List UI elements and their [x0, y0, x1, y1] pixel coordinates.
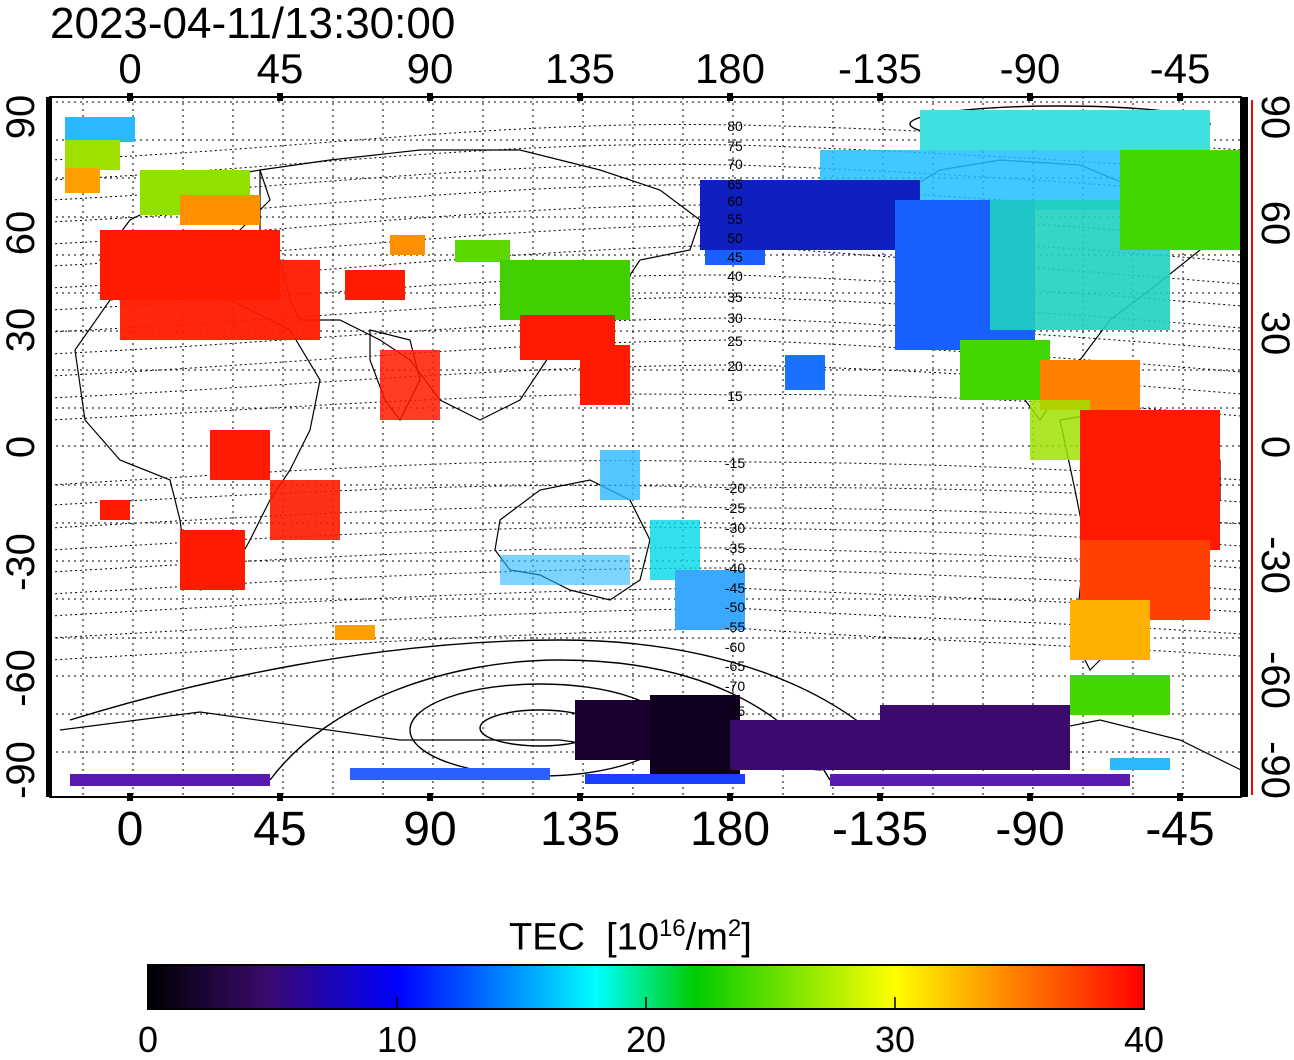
colorbar-title-main: TEC — [509, 916, 585, 959]
contour-label: 20 — [727, 358, 743, 374]
contour-label: -20 — [725, 480, 745, 496]
contour-label: -50 — [725, 599, 745, 615]
lat-labels-right: 90 60 30 0 -30 -60 -90 — [1253, 95, 1294, 799]
axis-tick-marks — [127, 93, 1183, 801]
lon-label-bottom: 45 — [253, 803, 306, 856]
colorbar-tick-label: 0 — [137, 1019, 159, 1060]
contour-label: -70 — [725, 678, 745, 694]
colorbar-units-post: ] — [741, 916, 752, 959]
lat-label-right: -60 — [1253, 651, 1294, 709]
contour-label: -55 — [725, 619, 745, 635]
contour-label: 35 — [727, 289, 743, 305]
left-lat-bar — [46, 97, 52, 797]
lat-label-right: 60 — [1253, 201, 1294, 246]
contour-label: 50 — [727, 230, 743, 246]
lat-label-left: 90 — [0, 95, 43, 140]
colorbar-units-pre: [10 — [606, 916, 659, 959]
lon-label-bottom: 90 — [403, 803, 456, 856]
lat-label-left: 0 — [0, 436, 43, 458]
lon-label-top: 180 — [695, 45, 765, 92]
lat-label-left: -30 — [0, 533, 43, 591]
colorbar-units-exp: 16 — [658, 915, 686, 942]
lon-label-top: -135 — [838, 45, 922, 92]
colorbar-tick-label: 10 — [376, 1019, 418, 1060]
contour-label: 55 — [727, 211, 743, 227]
contour-label: 15 — [727, 388, 743, 404]
lon-label-top: -90 — [1000, 45, 1061, 92]
colorbar-tick-marks — [396, 997, 896, 1009]
lat-labels-left: 90 60 30 0 -30 -60 -90 — [0, 95, 43, 799]
colorbar-units-exp2: 2 — [727, 915, 742, 942]
lat-label-left: -60 — [0, 649, 43, 707]
lon-label-top: 0 — [118, 45, 141, 92]
colorbar-scale — [147, 964, 1145, 1010]
contour-label: 75 — [727, 138, 743, 154]
lon-labels-bottom: 0 45 90 135 180 -135 -90 -45 — [117, 803, 1215, 856]
colorbar-tick-label: 20 — [625, 1019, 667, 1060]
lon-label-bottom: -45 — [1145, 803, 1214, 856]
lon-label-bottom: 180 — [690, 803, 770, 856]
lat-label-right: 0 — [1253, 436, 1294, 458]
lon-label-top: 135 — [545, 45, 615, 92]
lat-label-right: -30 — [1253, 536, 1294, 594]
lon-label-bottom: -135 — [832, 803, 928, 856]
contour-label: 45 — [727, 249, 743, 265]
lon-label-top: 90 — [407, 45, 454, 92]
colorbar-units-mid: /m — [685, 916, 728, 959]
contour-label: -40 — [725, 560, 745, 576]
lon-label-top: 45 — [257, 45, 304, 92]
contour-label: 40 — [727, 268, 743, 284]
contour-label: 30 — [727, 310, 743, 326]
contour-label: 80 — [727, 118, 743, 134]
lon-label-bottom: 135 — [540, 803, 620, 856]
lat-label-right: 30 — [1253, 311, 1294, 356]
colorbar-tick-label: 30 — [874, 1019, 916, 1060]
contour-labels: 80 75 70 65 60 55 50 45 40 35 30 25 20 1… — [725, 118, 745, 719]
contour-label: 60 — [727, 193, 743, 209]
contour-label: -25 — [725, 500, 745, 516]
contour-label: -30 — [725, 520, 745, 536]
contour-label: 65 — [727, 176, 743, 192]
lon-label-bottom: -90 — [995, 803, 1064, 856]
contour-label: 70 — [727, 156, 743, 172]
contour-label: 25 — [727, 333, 743, 349]
lon-label-top: -45 — [1150, 45, 1211, 92]
contour-label: -75 — [725, 703, 745, 719]
lon-labels-top: 0 45 90 135 180 -135 -90 -45 — [118, 45, 1210, 92]
lat-label-left: 60 — [0, 211, 43, 256]
contour-label: -60 — [725, 639, 745, 655]
right-lat-bar — [1241, 97, 1248, 797]
lon-label-bottom: 0 — [117, 803, 144, 856]
contour-label: -45 — [725, 580, 745, 596]
lat-label-right: 90 — [1253, 95, 1294, 140]
contour-label: -65 — [725, 658, 745, 674]
contour-label: -35 — [725, 540, 745, 556]
colorbar-tick-label: 40 — [1123, 1019, 1165, 1060]
colorbar-title: TEC [1016/m2] — [509, 904, 752, 963]
lat-label-left: -90 — [0, 741, 43, 799]
lat-label-right: -90 — [1253, 741, 1294, 799]
tec-data — [65, 110, 1240, 786]
timestamp-title: 2023-04-11/13:30:00 — [50, 0, 456, 48]
lat-label-left: 30 — [0, 308, 43, 353]
contour-label: -15 — [725, 455, 745, 471]
